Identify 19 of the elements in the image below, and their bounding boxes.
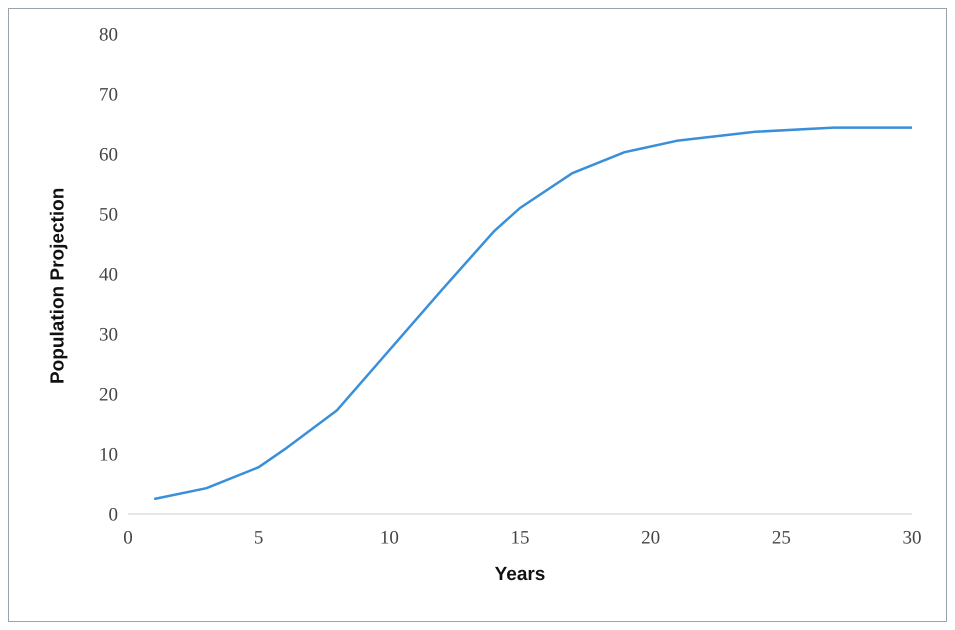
line-series	[152, 126, 912, 500]
y-axis-title: Population Projection	[48, 188, 69, 384]
y-tick-label: 30	[99, 324, 118, 346]
y-tick-label: 80	[99, 24, 118, 46]
x-tick-label: 10	[380, 527, 399, 548]
x-tick-label: 0	[123, 527, 133, 548]
y-tick-label: 40	[99, 264, 118, 286]
y-tick-label: 70	[99, 84, 118, 106]
x-tick-label: 15	[510, 527, 530, 548]
y-tick-label: 0	[108, 504, 118, 526]
y-tick-label: 10	[99, 444, 118, 466]
x-tick-label: 5	[254, 527, 264, 548]
y-tick-label: 20	[99, 384, 118, 406]
y-tick-label: 60	[99, 144, 118, 166]
x-tick-label: 25	[772, 527, 791, 548]
x-tick-label: 30	[902, 527, 922, 548]
x-tick-label: 20	[641, 527, 660, 548]
x-axis-title: Years	[494, 564, 546, 585]
y-tick-label: 50	[99, 204, 118, 226]
